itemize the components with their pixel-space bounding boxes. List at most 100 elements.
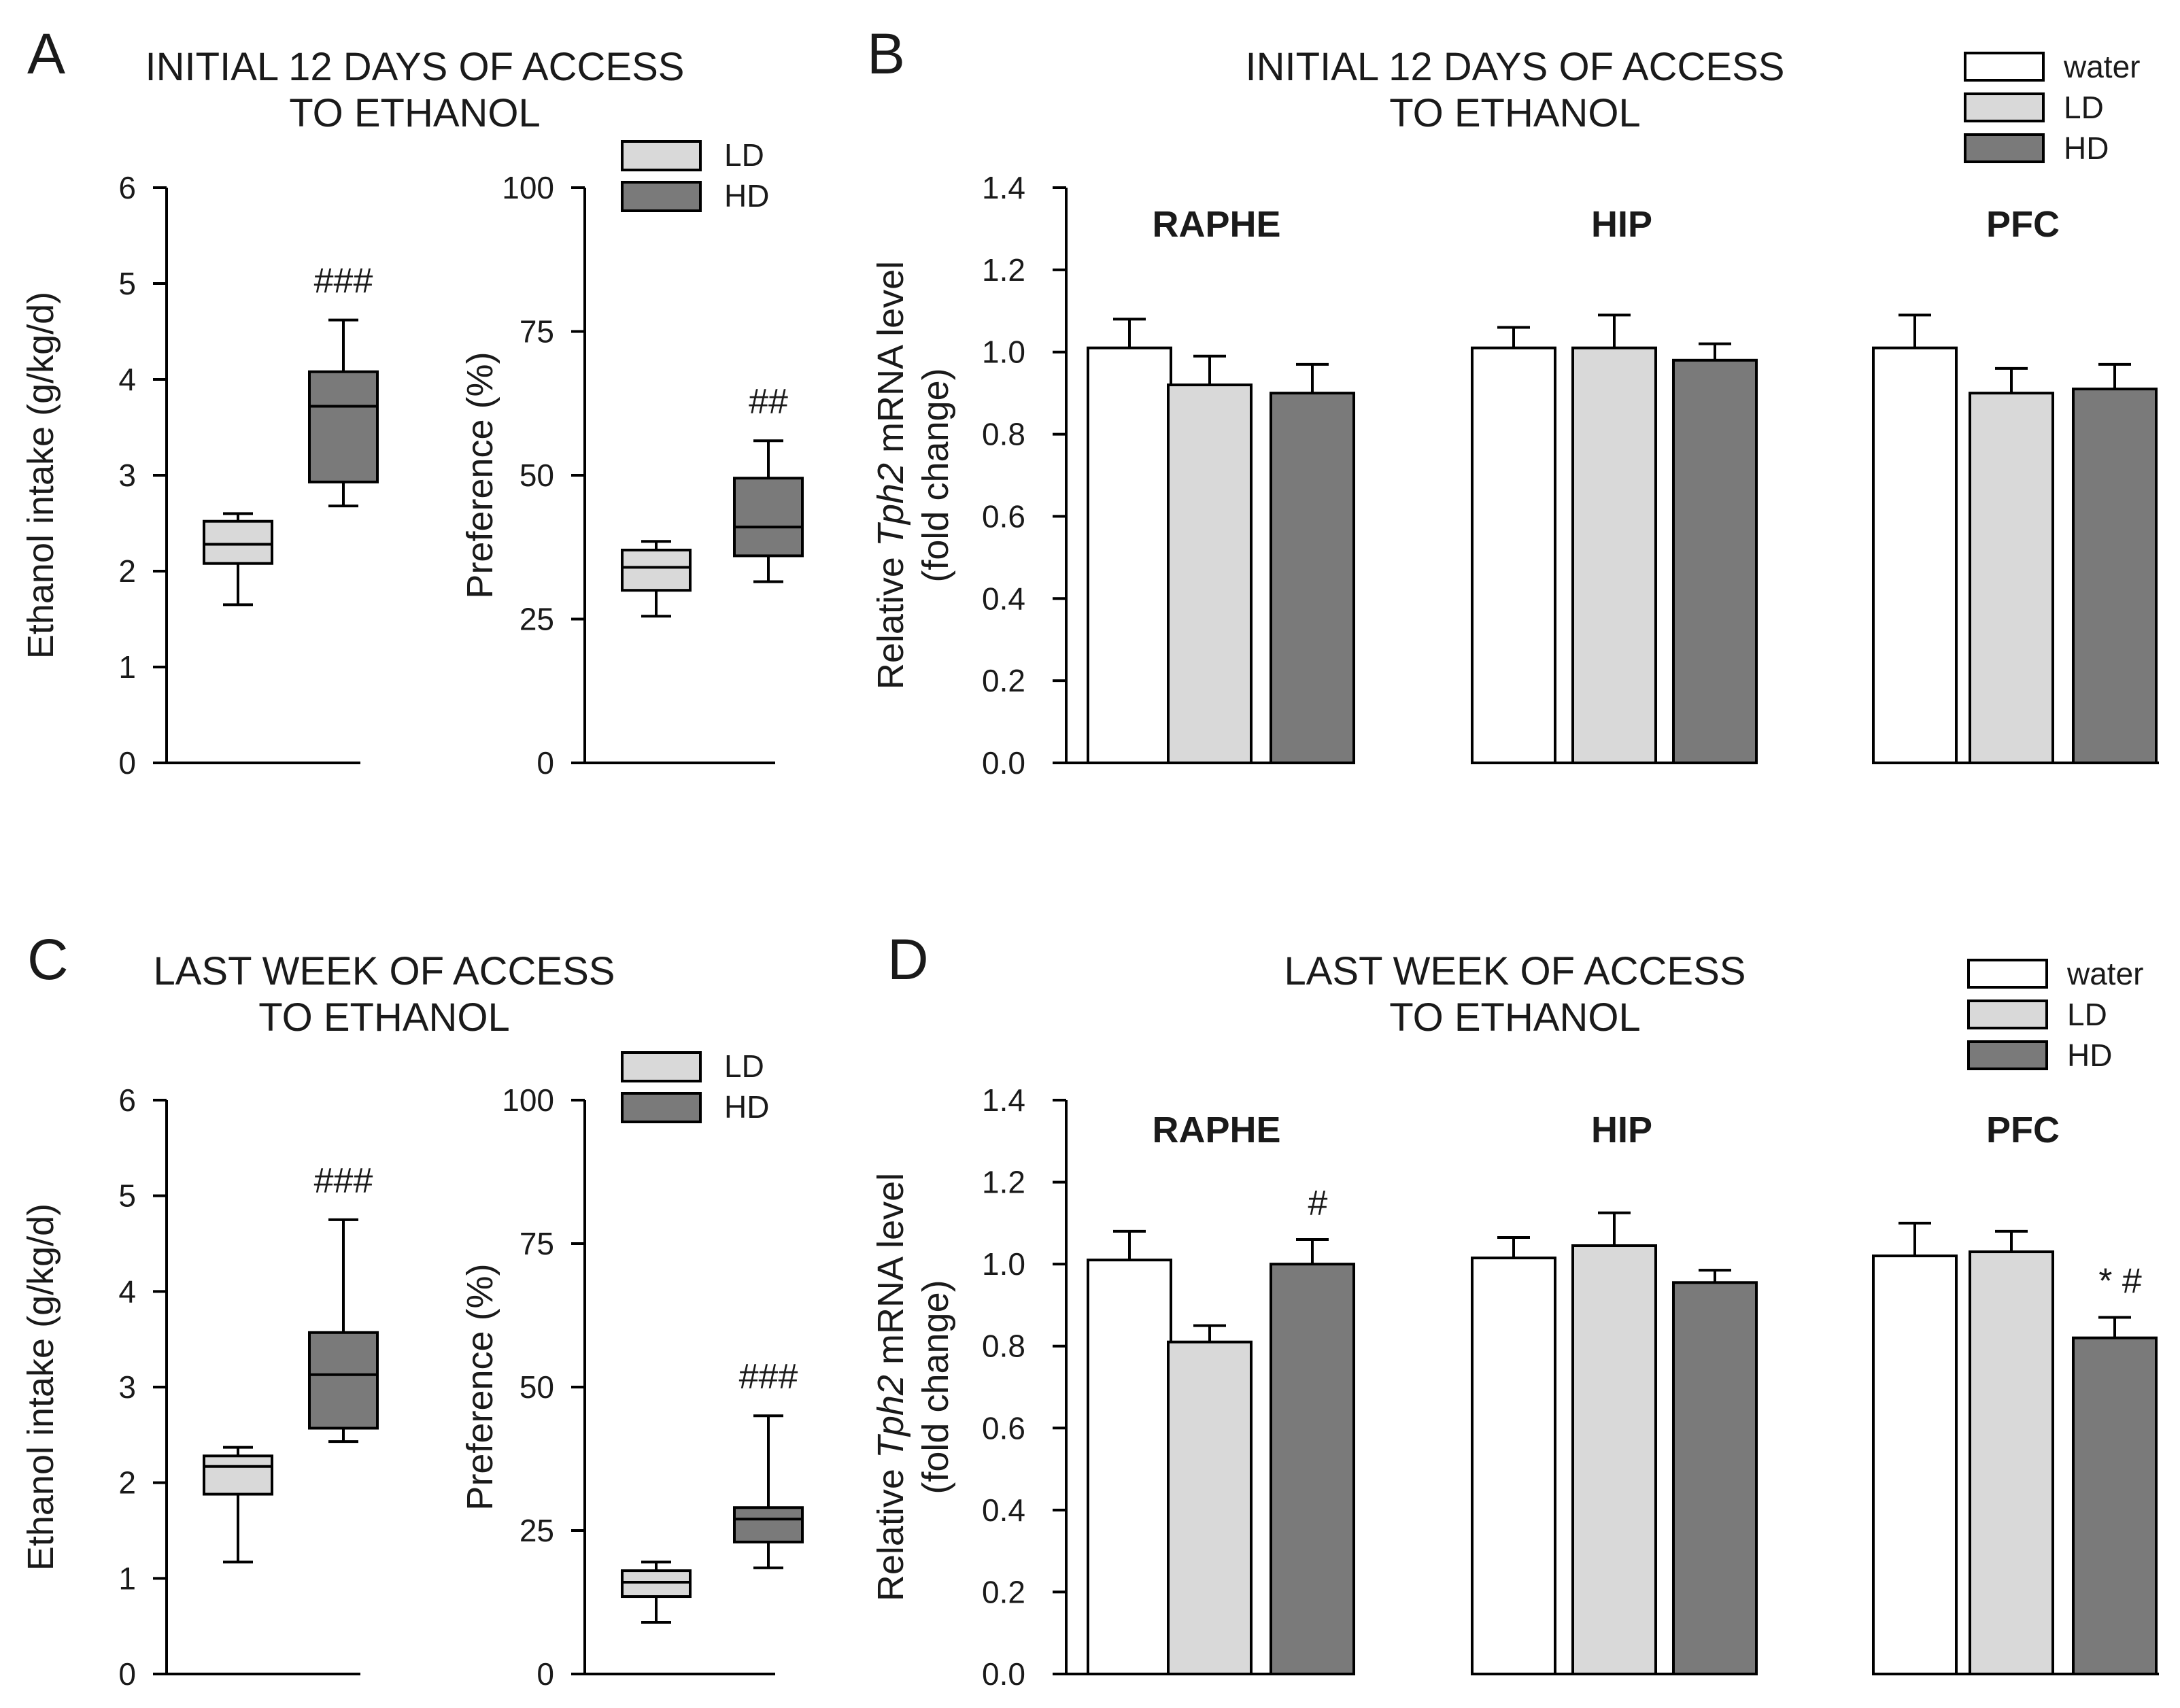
y-tick-label: 25 xyxy=(520,602,554,637)
y-tick-label: 6 xyxy=(118,170,136,205)
panel-title: INITIAL 12 DAYS OF ACCESS xyxy=(1246,45,1785,89)
box-HD: ### xyxy=(308,1161,379,1444)
y-tick-label: 100 xyxy=(502,170,554,205)
y-tick-label: 0.6 xyxy=(982,498,1025,534)
box-iqr xyxy=(203,1454,273,1496)
box-iqr xyxy=(733,1506,804,1543)
y-tick-label: 0.4 xyxy=(982,1492,1025,1528)
legend-label-HD: HD xyxy=(2064,131,2109,166)
bar-HD xyxy=(2072,388,2158,764)
box-LD xyxy=(621,1560,692,1624)
bar-water xyxy=(1087,1259,1172,1675)
box-plot: 0 25 50 75 100 Preference (%) ## LD HD xyxy=(460,137,804,781)
box-iqr xyxy=(733,477,804,558)
y-tick-label: 3 xyxy=(118,458,136,493)
y-tick-label: 2 xyxy=(118,553,136,589)
box-iqr xyxy=(308,370,379,483)
y-tick-label: 1.0 xyxy=(982,335,1025,370)
region-label: HIP xyxy=(1591,1110,1652,1150)
y-tick-label: 25 xyxy=(520,1513,554,1548)
bar-water xyxy=(1471,1257,1556,1675)
legend-swatch-LD xyxy=(1967,1000,2048,1029)
region-label: PFC xyxy=(1986,1110,2060,1150)
y-axis-label-gene: Tph2 xyxy=(870,1375,911,1458)
bar-LD xyxy=(1167,1340,1253,1675)
y-tick-label: 100 xyxy=(502,1082,554,1118)
bar-HD xyxy=(1672,1281,1758,1676)
y-tick-label: 0.6 xyxy=(982,1410,1025,1446)
y-tick-label: 0 xyxy=(118,1656,136,1692)
y-tick-label: 5 xyxy=(118,1178,136,1214)
y-tick-label: 4 xyxy=(118,1274,136,1309)
box-plot: 0 25 50 75 100 Preference (%) ### LD HD xyxy=(460,1048,804,1692)
y-tick-label: 50 xyxy=(520,1369,554,1405)
y-axis-label-part: Relative xyxy=(870,547,911,689)
y-tick-label: 6 xyxy=(118,1082,136,1118)
y-tick-label: 1.0 xyxy=(982,1246,1025,1282)
legend-label-LD: LD xyxy=(724,137,764,173)
significance-marker: * # xyxy=(2098,1262,2142,1301)
y-tick-label: 0 xyxy=(537,745,554,781)
bar-group-hip: HIP xyxy=(1471,204,1758,764)
y-tick-label: 1 xyxy=(118,649,136,685)
box-iqr xyxy=(621,548,692,592)
bar-group-raphe: RAPHE xyxy=(1066,204,1355,764)
box-iqr xyxy=(203,519,273,565)
bar-LD xyxy=(1969,1250,2054,1675)
box-HD: ## xyxy=(733,382,804,583)
y-tick-label: 50 xyxy=(520,458,554,493)
y-tick-label: 0 xyxy=(118,745,136,781)
panel-title: TO ETHANOL xyxy=(289,91,541,135)
legend-swatch-LD xyxy=(621,1051,702,1082)
y-axis-label: Relative Tph2 mRNA level xyxy=(870,1173,911,1601)
y-tick-label: 75 xyxy=(520,314,554,349)
region-label: RAPHE xyxy=(1152,204,1280,245)
significance-marker: ### xyxy=(314,1161,373,1201)
y-tick-label: 1.4 xyxy=(982,170,1025,205)
legend-swatch-HD xyxy=(621,1092,702,1123)
legend-swatch-water xyxy=(1964,52,2045,82)
legend: LD HD xyxy=(621,137,769,214)
y-axis-label: Preference (%) xyxy=(460,352,500,598)
panel-label: C xyxy=(27,927,69,991)
bar-group-hip: HIP xyxy=(1471,1110,1758,1676)
y-tick-label: 1.4 xyxy=(982,1082,1025,1118)
y-tick-label: 0.2 xyxy=(982,1574,1025,1609)
region-label: PFC xyxy=(1986,204,2060,245)
y-axis-label: Ethanol intake (g/kg/d) xyxy=(20,292,61,659)
bar-LD xyxy=(1571,1244,1657,1675)
bar-group-pfc: PFC xyxy=(1872,204,2159,764)
bar-water xyxy=(1471,346,1556,764)
panel-title: LAST WEEK OF ACCESS xyxy=(153,949,615,993)
y-tick-label: 0.4 xyxy=(982,581,1025,616)
y-axis-label-gene: Tph2 xyxy=(870,463,911,547)
panel-label: B xyxy=(867,22,905,86)
panel-label: D xyxy=(887,927,929,991)
bar-water xyxy=(1087,346,1172,764)
box-plot: 0 1 2 3 4 5 6 Ethanol intake (g/kg/d) ### xyxy=(20,1082,379,1692)
y-axis-label: Ethanol intake (g/kg/d) xyxy=(20,1203,61,1571)
legend-swatch-water xyxy=(1967,959,2048,989)
bar-HD xyxy=(1270,392,1355,764)
box-LD xyxy=(203,1446,273,1564)
box-HD: ### xyxy=(308,262,379,508)
y-tick-label: 75 xyxy=(520,1226,554,1261)
bar-HD xyxy=(1270,1263,1355,1675)
bar-group-raphe: RAPHE # xyxy=(1066,1110,1355,1675)
legend: water LD HD xyxy=(1964,49,2140,166)
y-tick-label: 0.8 xyxy=(982,417,1025,452)
y-axis-label: Relative Tph2 mRNA level xyxy=(870,261,911,689)
panel-title: LAST WEEK OF ACCESS xyxy=(1284,949,1745,993)
y-axis-label-part: mRNA level xyxy=(870,261,911,463)
y-tick-label: 1.2 xyxy=(982,1165,1025,1200)
bar-water xyxy=(1872,1254,1958,1675)
significance-marker: ### xyxy=(739,1357,798,1397)
significance-marker: ### xyxy=(314,262,373,301)
bar-group-pfc: PFC * # xyxy=(1872,1110,2159,1675)
legend-swatch-HD xyxy=(1964,133,2045,163)
y-tick-label: 4 xyxy=(118,362,136,397)
